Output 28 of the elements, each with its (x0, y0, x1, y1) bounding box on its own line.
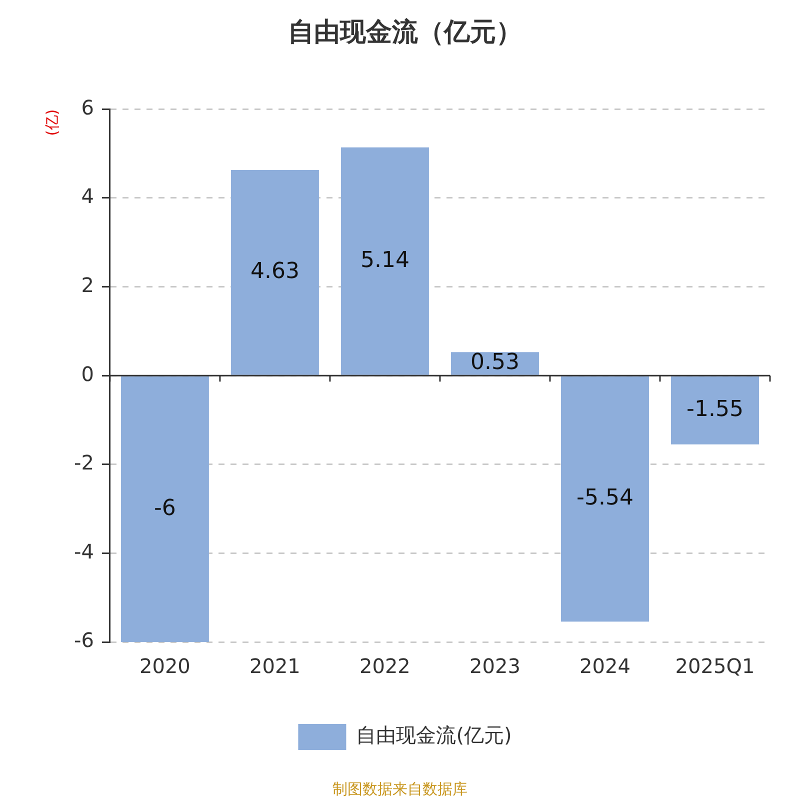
data-label: -5.54 (576, 486, 634, 511)
y-axis-title: (亿) (42, 109, 61, 136)
x-tick-label: 2025Q1 (675, 654, 755, 678)
text: 制图数据来自数据库 (332, 780, 468, 798)
y-tick-label: 0 (81, 362, 94, 386)
bar (560, 376, 649, 622)
bar (670, 376, 759, 444)
data-label: -6 (154, 496, 176, 521)
x-tick-label: 2020 (139, 654, 190, 678)
data-label: 0.53 (470, 350, 520, 376)
y-tick-label: -6 (74, 628, 94, 652)
y-tick-label: -2 (74, 450, 94, 475)
y-tick-label: 2 (81, 273, 94, 298)
x-tick-label: 2023 (470, 654, 520, 678)
bar (230, 170, 319, 375)
data-label: 5.14 (360, 248, 410, 273)
chart-title: 自由现金流（亿元） (288, 17, 522, 48)
bar (340, 147, 429, 375)
y-tick-label: -4 (74, 539, 94, 564)
data-label: 4.63 (250, 259, 300, 284)
y-tick-label: 4 (81, 184, 94, 208)
x-tick-label: 2024 (580, 654, 630, 678)
bar (120, 376, 209, 642)
x-tick-label: 2022 (360, 654, 410, 678)
x-tick-label: 2021 (250, 654, 300, 678)
y-tick-label: 6 (81, 95, 94, 120)
legend-label: 自由现金流(亿元) (356, 723, 512, 748)
data-label: -1.55 (686, 397, 744, 422)
